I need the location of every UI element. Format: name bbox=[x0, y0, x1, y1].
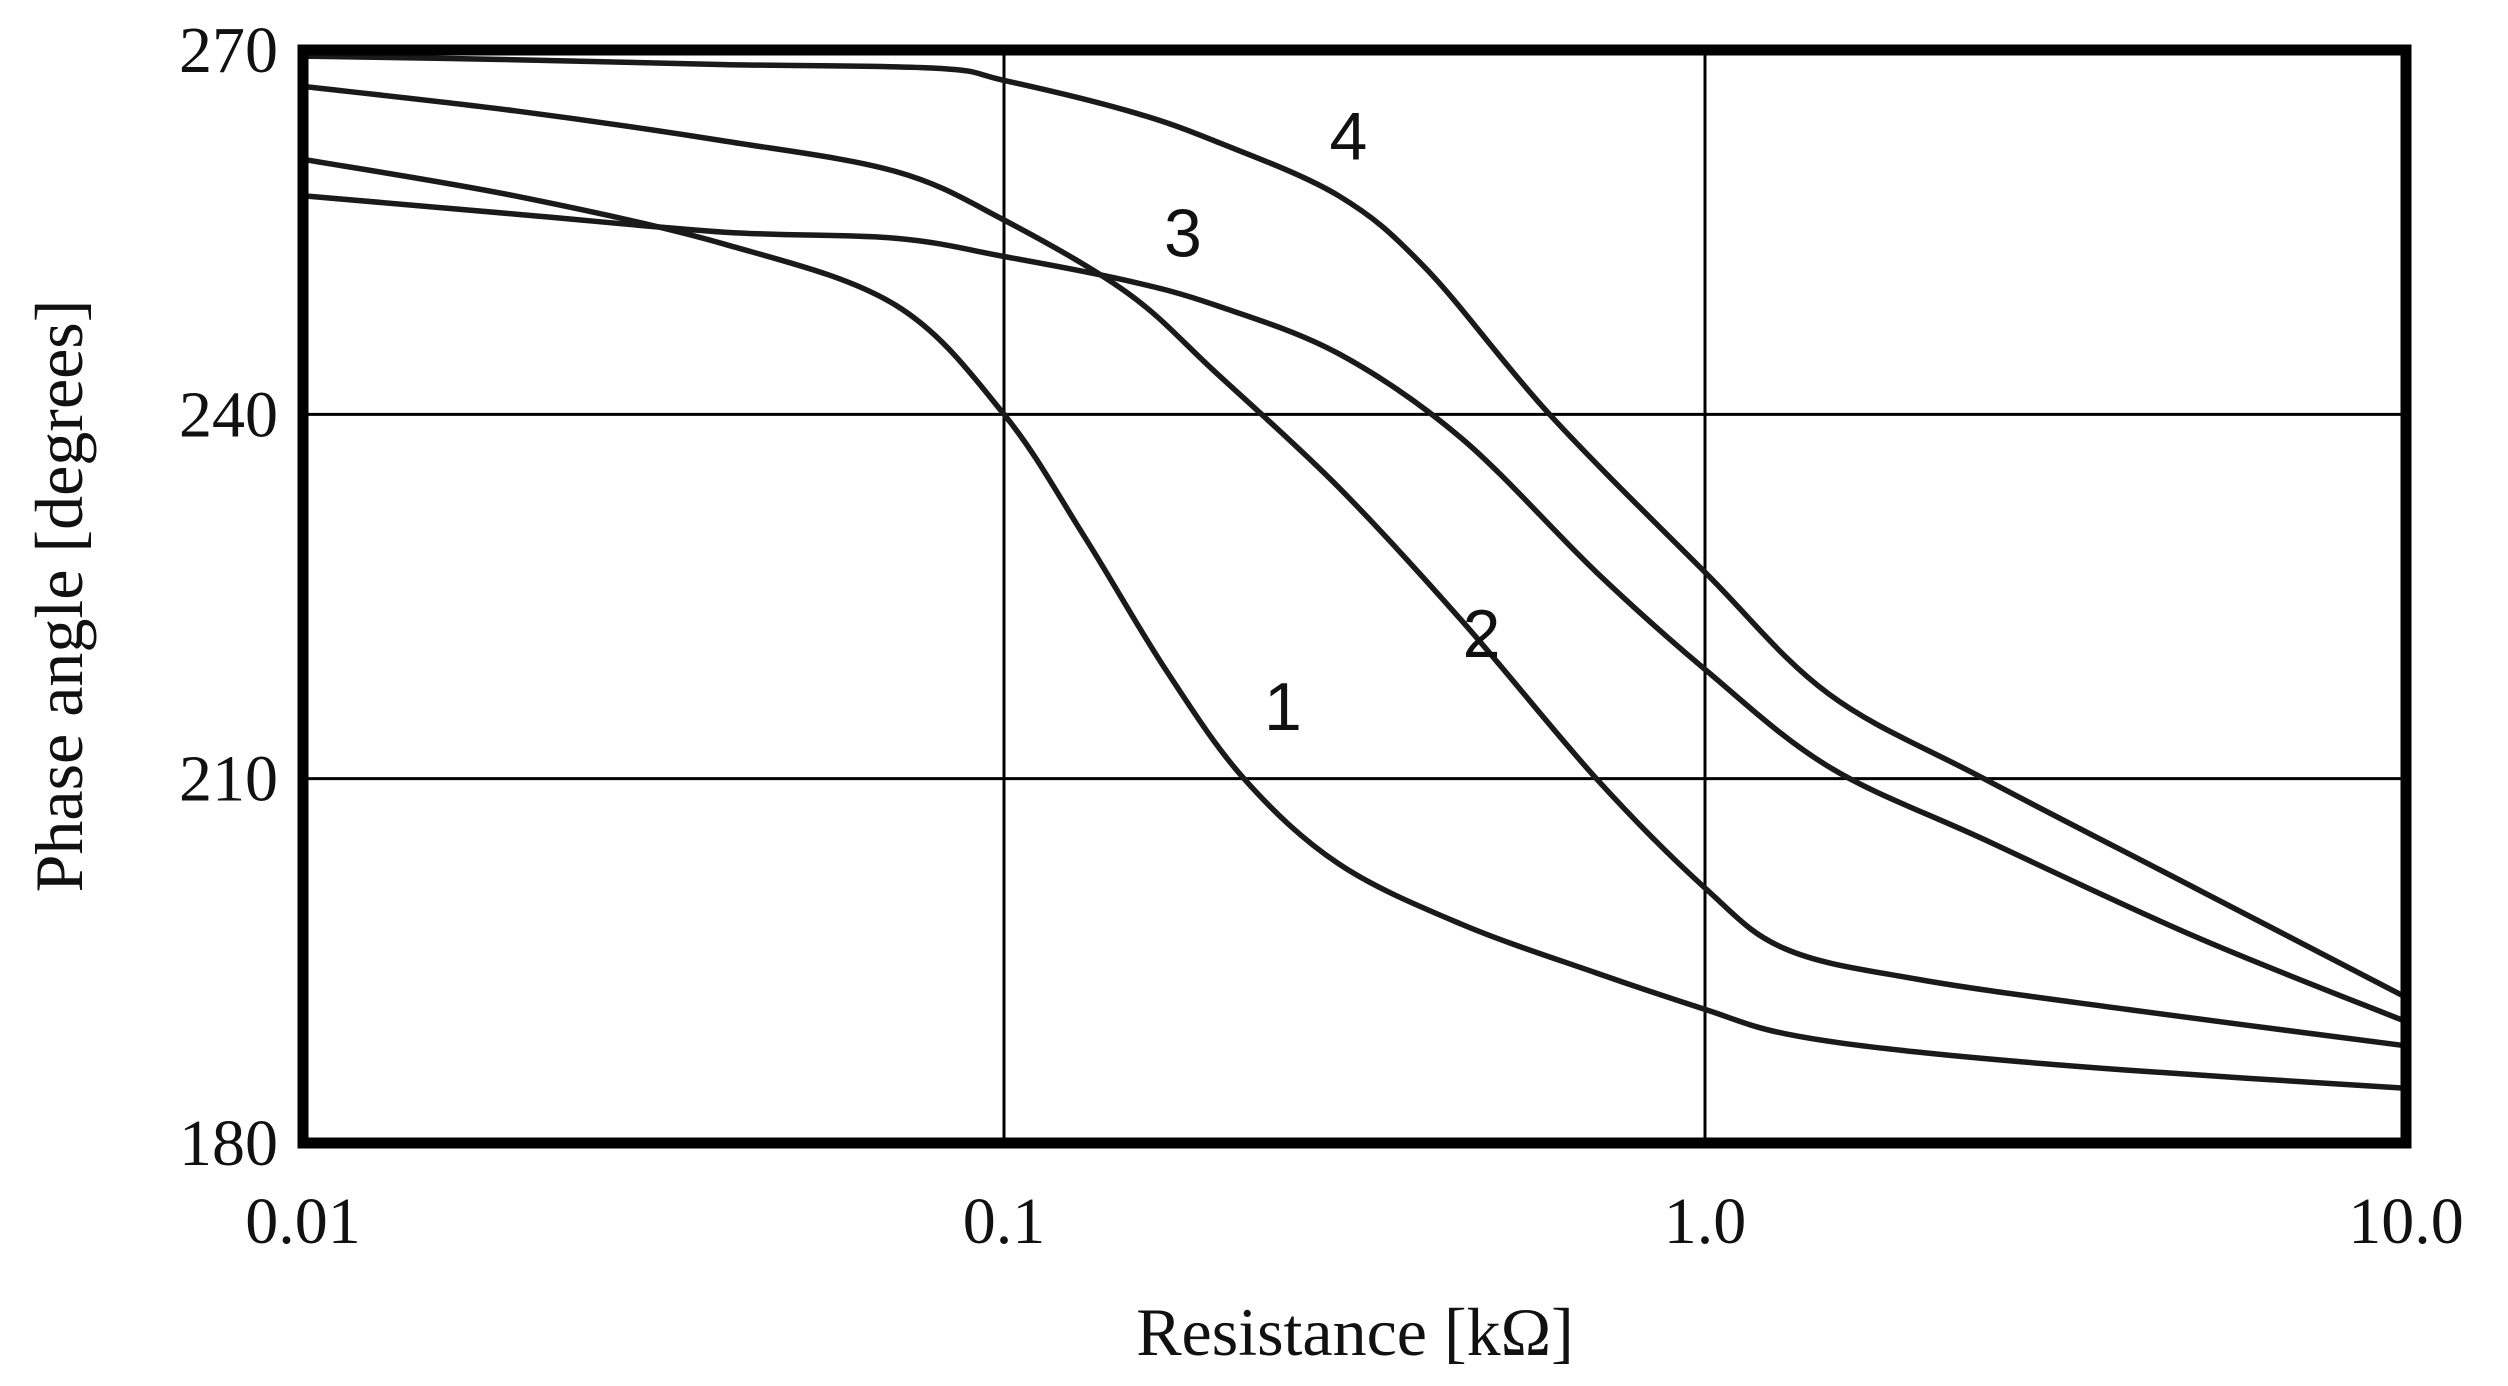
x-tick-label: 0.1 bbox=[963, 1185, 1046, 1258]
y-tick-label: 210 bbox=[179, 743, 278, 816]
series-group bbox=[300, 53, 2409, 1092]
x-tick-labels: 0.01 0.1 1.0 10.0 bbox=[245, 1185, 2464, 1258]
x-tick-label: 1.0 bbox=[1664, 1185, 1747, 1258]
y-tick-label: 240 bbox=[179, 378, 278, 451]
grid bbox=[301, 48, 2408, 1145]
y-tick-label: 180 bbox=[179, 1107, 278, 1180]
y-tick-label: 270 bbox=[179, 14, 278, 87]
series-line-1 bbox=[300, 156, 2409, 1092]
curve-label-3: 3 bbox=[1164, 195, 1202, 271]
curve-label-1: 1 bbox=[1264, 669, 1302, 745]
x-tick-label: 10.0 bbox=[2348, 1185, 2464, 1258]
curve-label-4: 4 bbox=[1330, 98, 1368, 174]
curve-labels: 1 2 3 4 bbox=[1164, 98, 1500, 745]
x-axis-title: Resistance [kΩ] bbox=[1136, 1294, 1574, 1370]
plot-frame bbox=[297, 44, 2412, 1149]
y-axis-title: Phase angle [degrees] bbox=[21, 300, 97, 893]
series-line-4 bbox=[300, 53, 2409, 1001]
curve-label-2: 2 bbox=[1463, 596, 1501, 672]
series-line-2 bbox=[300, 83, 2409, 1049]
x-tick-label: 0.01 bbox=[245, 1185, 361, 1258]
y-tick-labels: 180 210 240 270 bbox=[179, 14, 278, 1180]
series-line-3 bbox=[300, 192, 2409, 1025]
